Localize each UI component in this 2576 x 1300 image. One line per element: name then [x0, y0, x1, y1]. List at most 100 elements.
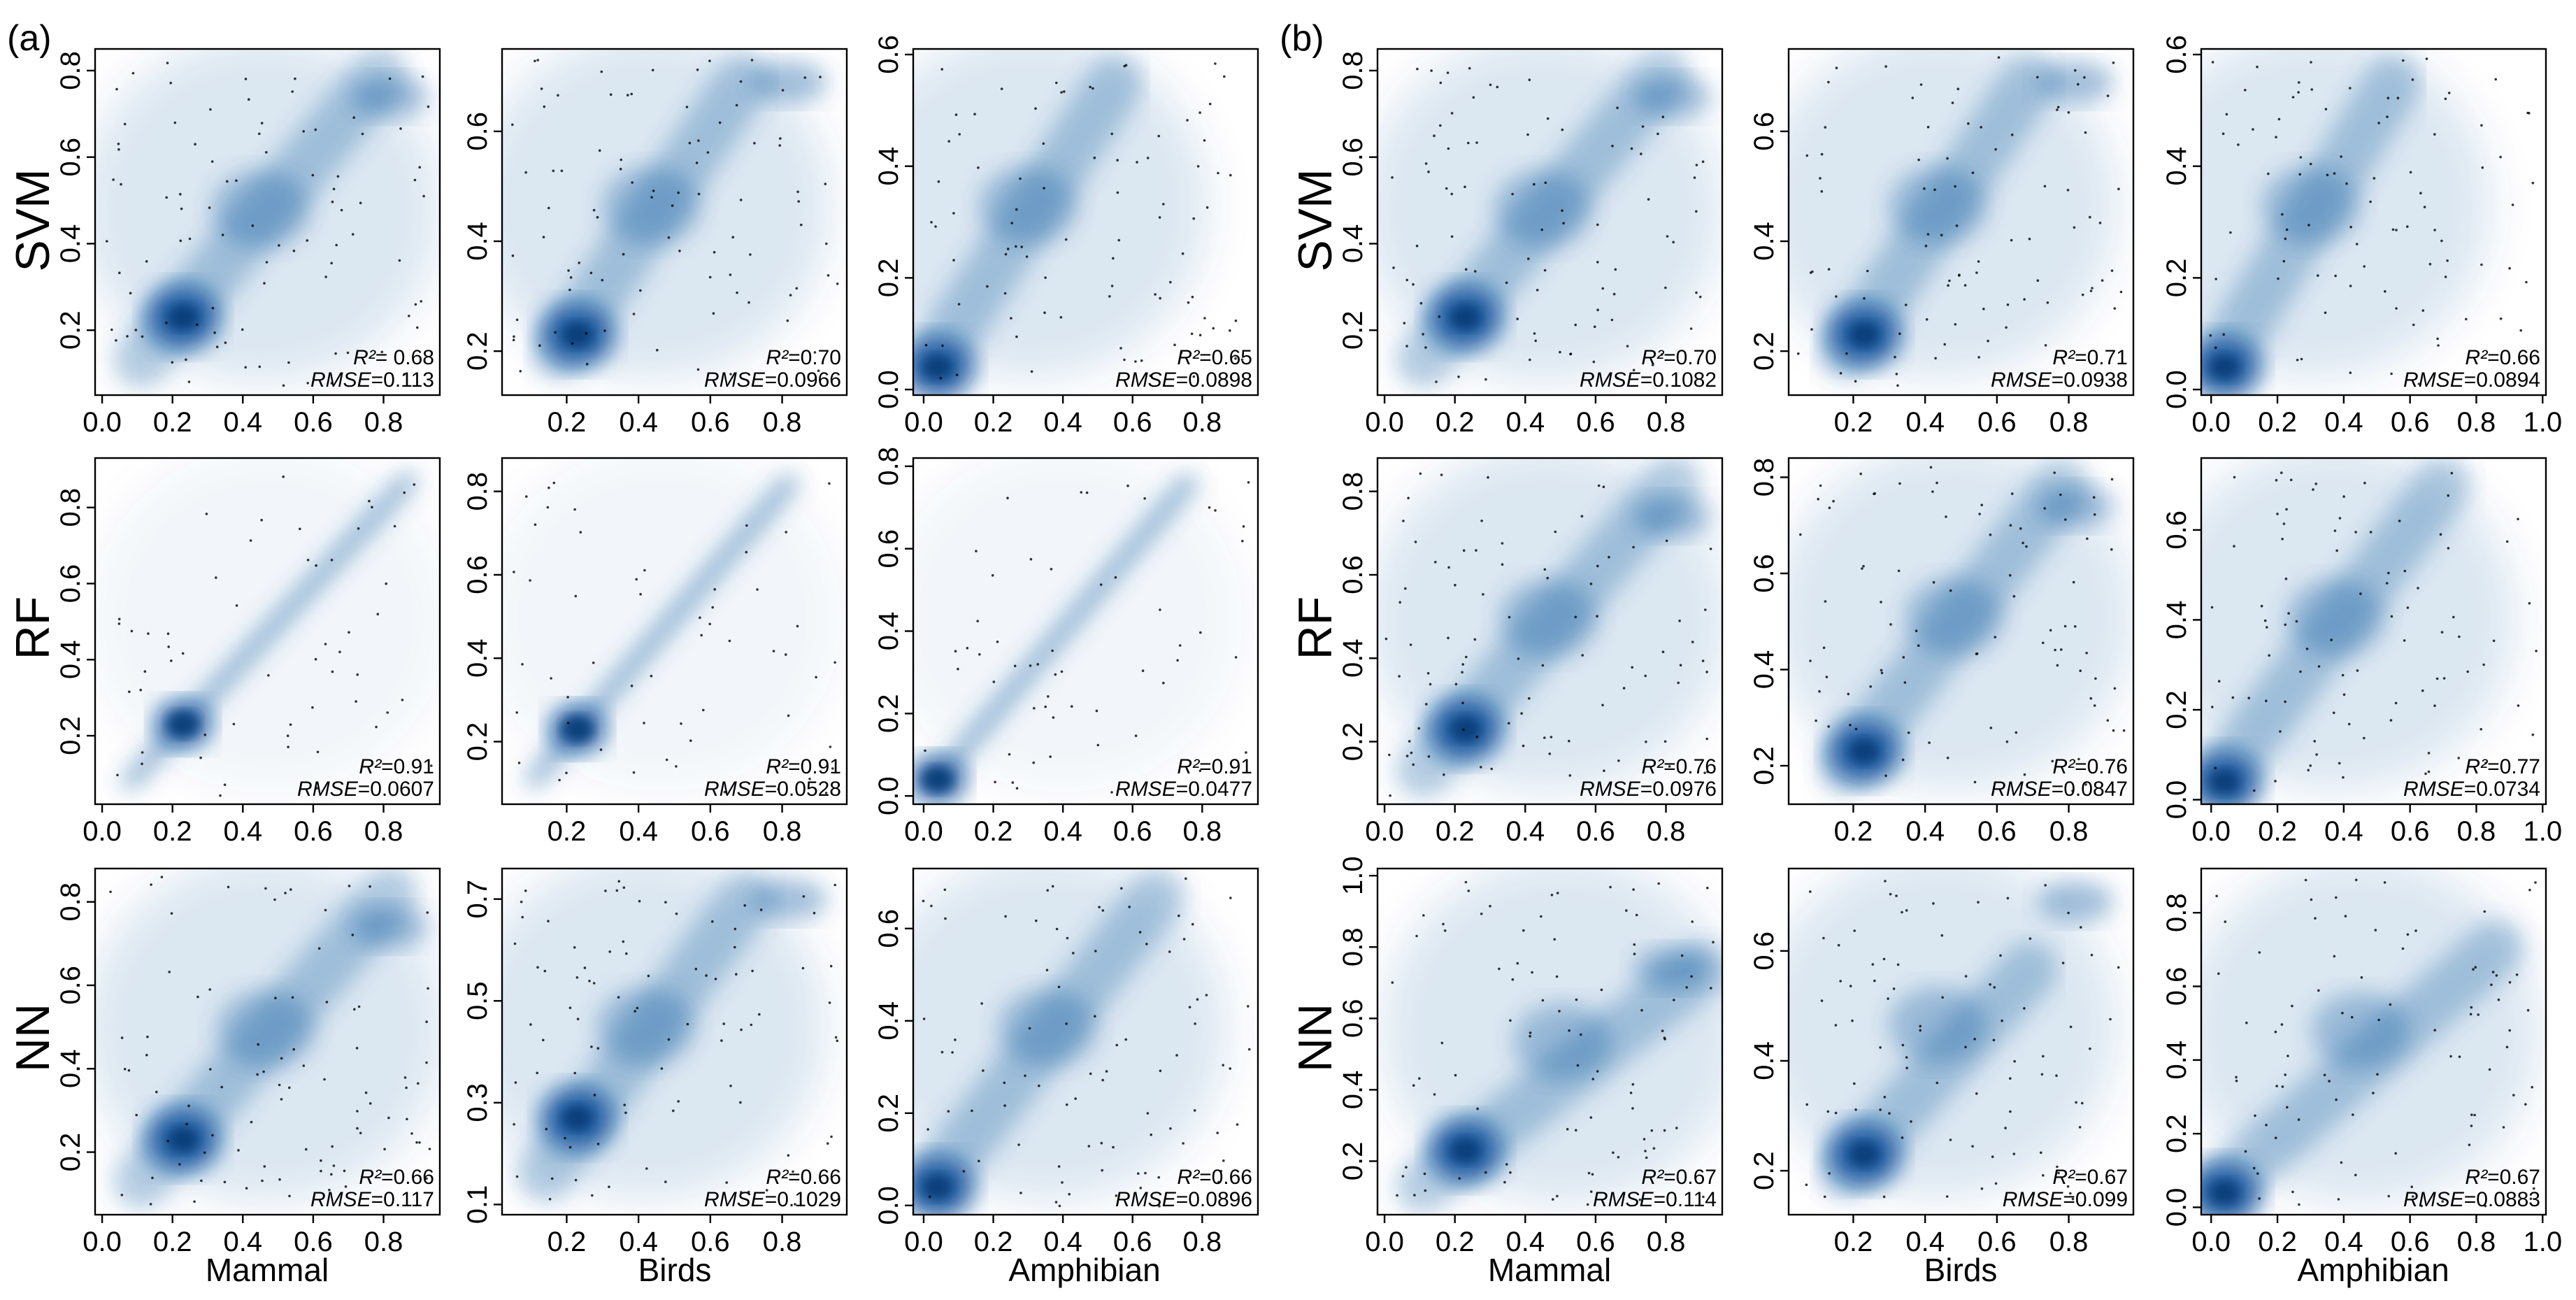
r2-label: R²=0.67 — [2465, 1166, 2540, 1189]
scatter-point — [1910, 1120, 1912, 1123]
y-tick-label: 0.6 — [873, 35, 904, 74]
x-tick-label: 0.8 — [1647, 816, 1686, 847]
x-tick-label: 0.4 — [223, 407, 262, 438]
scatter-point — [833, 883, 836, 887]
scatter-point — [1596, 1070, 1599, 1073]
scatter-point — [376, 613, 380, 615]
scatter-point — [1433, 134, 1436, 137]
scatter-point — [1978, 513, 1981, 515]
rmse-value: =0.1029 — [765, 1188, 841, 1211]
scatter-point — [1854, 1108, 1857, 1111]
scatter-point — [2284, 1073, 2287, 1076]
scatter-point — [387, 1116, 390, 1120]
scatter-point — [1827, 725, 1830, 728]
scatter-point — [1651, 364, 1654, 366]
x-tick-label: 0.8 — [1183, 407, 1222, 438]
scatter-point — [2277, 117, 2281, 121]
scatter-point — [2398, 520, 2401, 522]
scatter-point — [149, 1203, 152, 1206]
scatter-point — [2235, 1079, 2238, 1083]
scatter-point — [718, 121, 722, 124]
scatter-point — [1439, 124, 1442, 127]
scatter-point — [590, 1045, 593, 1048]
scatter-point — [1465, 655, 1468, 659]
scatter-point — [1052, 716, 1055, 719]
scatter-point — [827, 274, 830, 277]
scatter-point — [287, 361, 290, 364]
scatter-point — [1454, 1073, 1457, 1077]
scatter-point — [2363, 265, 2366, 268]
scatter-panel-a-nn-mammal: 0.0 0.2 0.4 0.6 0.80.20.40.60.8R²=0.66RMSE=0… — [55, 867, 441, 1257]
scatter-point — [426, 911, 429, 914]
scatter-point — [292, 249, 296, 252]
scatter-point — [1695, 210, 1698, 213]
scatter-point — [258, 365, 262, 369]
plot-frame — [2200, 48, 2547, 397]
scatter-point — [2531, 733, 2535, 736]
density-core-dark — [1450, 716, 1481, 742]
scatter-point — [346, 351, 350, 355]
scatter-point — [2274, 1030, 2277, 1034]
scatter-point — [2385, 582, 2389, 585]
scatter-point — [2010, 492, 2014, 495]
scatter-point — [1429, 683, 1432, 686]
scatter-point — [1511, 192, 1514, 196]
rmse-value: =0.0966 — [765, 369, 841, 392]
scatter-point — [617, 996, 620, 999]
scatter-point — [282, 475, 285, 478]
scatter-point — [2412, 323, 2415, 327]
scatter-point — [957, 303, 961, 306]
r2-label: R²=0.67 — [2052, 1166, 2128, 1189]
scatter-point — [1556, 892, 1559, 894]
scatter-point — [2072, 580, 2075, 584]
scatter-point — [2323, 1073, 2326, 1076]
density-core-dark — [167, 304, 199, 330]
plot-frame — [1787, 867, 2135, 1216]
scatter-point — [2009, 1110, 2012, 1113]
scatter-point — [929, 1195, 931, 1199]
outlier-points — [1391, 880, 1715, 1206]
scatter-point — [1480, 766, 1482, 769]
x-tick-label: 0.8 — [2457, 407, 2496, 438]
scatter-point — [2214, 278, 2217, 280]
rmse-label: RMSE=0.0883 — [2403, 1188, 2540, 1211]
scatter-point — [135, 1113, 138, 1117]
y-tick-label: 0.6 — [55, 138, 86, 177]
scatter-point — [695, 162, 699, 164]
scatter-point — [596, 1143, 600, 1145]
scatter-point — [1586, 1203, 1589, 1206]
scatter-point — [739, 80, 743, 83]
scatter-point — [1640, 152, 1643, 155]
scatter-point — [1416, 67, 1419, 71]
y-tick-label: 0.6 — [1749, 931, 1780, 971]
y-tick-label: 0.1 — [462, 1185, 493, 1224]
density-core-dark — [167, 711, 199, 737]
scatter-point — [2089, 1047, 2091, 1050]
scatter-point — [258, 132, 261, 136]
scatter-point — [1112, 257, 1115, 260]
scatter-point — [1861, 567, 1863, 570]
density-mid-cluster — [216, 990, 315, 1068]
scatter-point — [2113, 307, 2117, 310]
scatter-point — [2427, 752, 2431, 755]
plot-frame — [501, 457, 848, 806]
r2-value: =0.91 — [1199, 755, 1252, 778]
scatter-point — [1948, 279, 1951, 283]
rmse-symbol: RMSE — [1115, 1188, 1177, 1211]
scatter-point — [1214, 62, 1217, 65]
scatter-point — [2482, 663, 2485, 666]
x-tick-label: 0.2 — [2258, 816, 2297, 847]
scatter-point — [1645, 741, 1647, 743]
outlier-points — [1799, 466, 2126, 792]
scatter-point — [324, 908, 327, 912]
scatter-point — [2531, 1085, 2533, 1089]
plot-frame — [1376, 867, 1724, 1216]
scatter-point — [623, 1103, 626, 1106]
r2-symbol: R² — [353, 346, 376, 369]
r2-symbol: R² — [2052, 346, 2075, 369]
scatter-point — [1229, 771, 1233, 774]
density-core-dark — [1848, 322, 1880, 348]
scatter-point — [1631, 1107, 1634, 1110]
scatter-point — [2090, 953, 2094, 957]
scatter-point — [2421, 309, 2425, 312]
